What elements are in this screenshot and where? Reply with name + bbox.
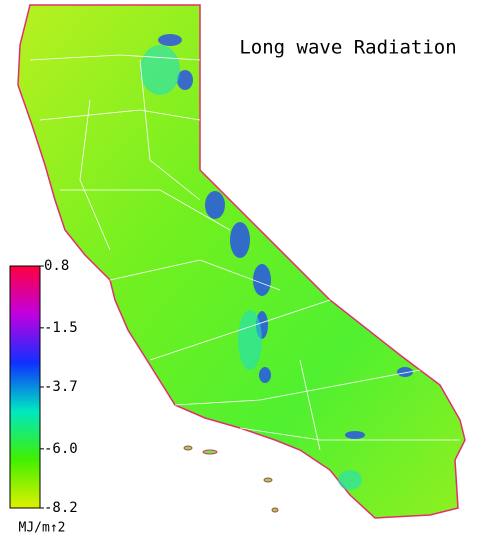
colorbar-tick-label: 0.8 xyxy=(44,258,69,274)
colorbar: 0.8 -1.5 -3.7 -6.0 -8.2 MJ/m↑2 xyxy=(9,258,78,536)
colorbar-tick-label: -1.5 xyxy=(44,320,78,336)
colorbar-bar xyxy=(9,265,41,509)
county-lines xyxy=(29,54,460,451)
colorbar-tick-label: -3.7 xyxy=(44,379,78,395)
state-shape xyxy=(17,4,466,519)
sierra-high xyxy=(158,34,413,439)
california xyxy=(17,4,466,519)
colorbar-unit: MJ/m↑2 xyxy=(19,521,66,536)
colorbar-tick-label: -6.0 xyxy=(44,441,78,457)
map-title: Long wave Radiation xyxy=(239,37,456,59)
colorbar-tick-label: -8.2 xyxy=(44,500,78,516)
islands xyxy=(183,445,279,513)
